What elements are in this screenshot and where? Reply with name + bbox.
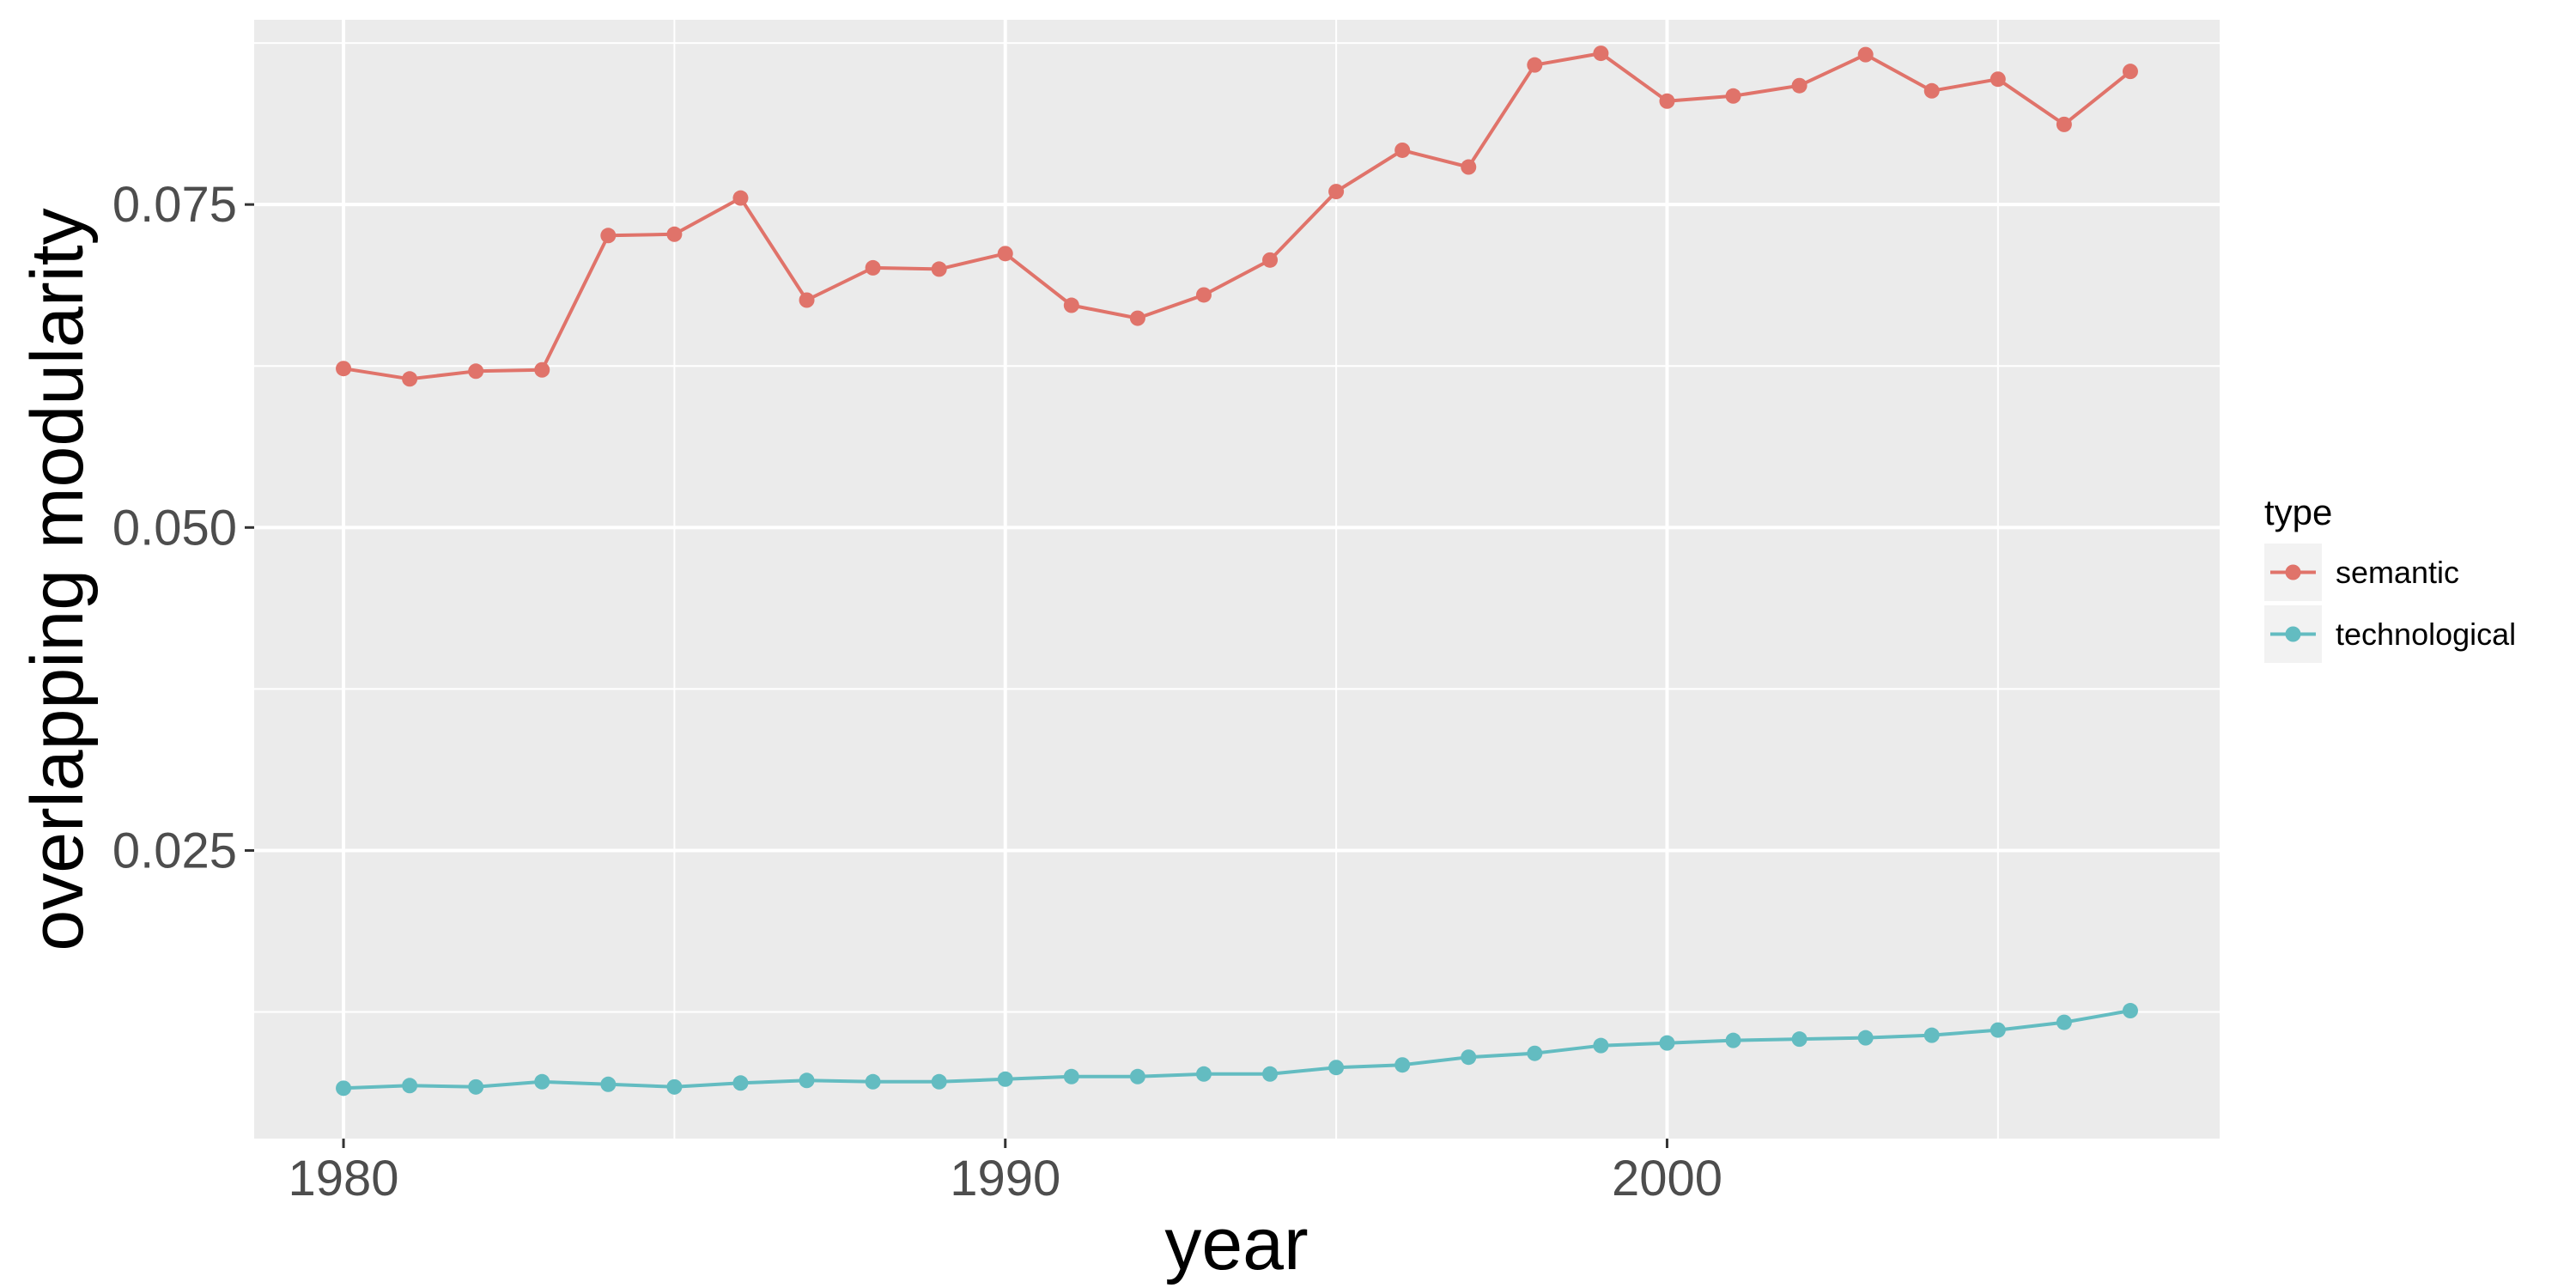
y-tick-label: 0.025 [112, 823, 237, 878]
data-point-semantic [1262, 252, 1279, 268]
data-point-semantic [666, 226, 683, 242]
x-tick-label: 1990 [950, 1151, 1060, 1206]
series-layer [336, 46, 2138, 1097]
data-point-semantic [1857, 46, 1874, 63]
data-point-semantic [402, 371, 418, 387]
data-point-semantic [468, 363, 484, 380]
data-point-technological [1923, 1027, 1940, 1043]
data-point-technological [2056, 1014, 2072, 1030]
y-axis-title: overlapping modularity [16, 208, 99, 951]
major-gridlines [254, 20, 2220, 1139]
y-tick-label: 0.075 [112, 177, 237, 233]
data-point-semantic [1923, 82, 1940, 99]
data-point-technological [402, 1078, 418, 1094]
series-line-technological [343, 1009, 2131, 1091]
x-axis-title: year [1164, 1203, 1308, 1285]
data-point-technological [1791, 1031, 1807, 1048]
legend-key-point [2285, 626, 2301, 642]
legend-label-technological: technological [2336, 617, 2516, 652]
data-point-technological [1725, 1032, 1741, 1048]
data-point-semantic [865, 259, 881, 276]
data-point-semantic [336, 361, 352, 377]
data-point-semantic [1593, 46, 1609, 62]
data-point-semantic [1195, 287, 1212, 303]
data-point-technological [1527, 1045, 1543, 1061]
data-point-semantic [2122, 64, 2138, 80]
data-point-technological [799, 1072, 815, 1089]
data-point-semantic [1328, 184, 1345, 200]
data-point-technological [1990, 1022, 2006, 1038]
data-point-technological [1461, 1049, 1477, 1066]
data-point-technological [1394, 1057, 1411, 1073]
data-point-semantic [600, 228, 617, 244]
data-point-semantic [1129, 310, 1145, 326]
data-point-technological [1659, 1035, 1675, 1051]
legend-title: type [2264, 492, 2332, 532]
data-point-technological [1195, 1066, 1212, 1082]
y-tick-label: 0.050 [112, 500, 237, 556]
data-point-technological [1857, 1030, 1874, 1046]
data-point-semantic [1791, 77, 1807, 94]
series-line-semantic [343, 52, 2132, 381]
axis-ticks: 1980 1990 2000 0.025 0.050 0.075 [112, 177, 1722, 1206]
legend: type semantic technological [2264, 492, 2516, 663]
data-point-semantic [1725, 88, 1741, 104]
data-point-technological [1262, 1066, 1279, 1082]
data-point-semantic [1461, 159, 1477, 175]
data-point-technological [2122, 1003, 2138, 1019]
data-point-technological [666, 1078, 683, 1095]
data-point-technological [468, 1078, 484, 1095]
data-point-technological [997, 1071, 1013, 1087]
legend-label-semantic: semantic [2336, 555, 2459, 590]
data-point-technological [534, 1073, 550, 1090]
data-point-technological [1129, 1068, 1145, 1084]
data-point-semantic [1527, 57, 1543, 73]
data-point-technological [1063, 1068, 1079, 1084]
plot-panel [254, 20, 2220, 1139]
data-point-semantic [2056, 116, 2072, 132]
data-point-semantic [1990, 71, 2006, 88]
data-point-technological [1328, 1060, 1345, 1076]
data-point-technological [732, 1075, 749, 1091]
x-tick-label: 2000 [1612, 1151, 1722, 1206]
data-point-technological [865, 1073, 881, 1090]
minor-gridlines [254, 20, 2220, 1139]
data-point-semantic [1659, 93, 1675, 109]
data-point-semantic [732, 190, 749, 206]
data-point-semantic [997, 246, 1013, 262]
data-point-semantic [534, 361, 550, 378]
data-point-technological [931, 1073, 947, 1090]
data-point-technological [1593, 1037, 1609, 1054]
data-point-technological [600, 1076, 617, 1092]
data-point-semantic [1394, 142, 1411, 158]
data-point-technological [336, 1080, 352, 1097]
legend-items: semantic technological [2264, 544, 2516, 663]
x-tick-label: 1980 [289, 1151, 399, 1206]
data-point-semantic [931, 261, 947, 277]
data-point-semantic [1063, 297, 1079, 313]
data-point-semantic [799, 292, 815, 308]
legend-key-point [2285, 564, 2301, 580]
